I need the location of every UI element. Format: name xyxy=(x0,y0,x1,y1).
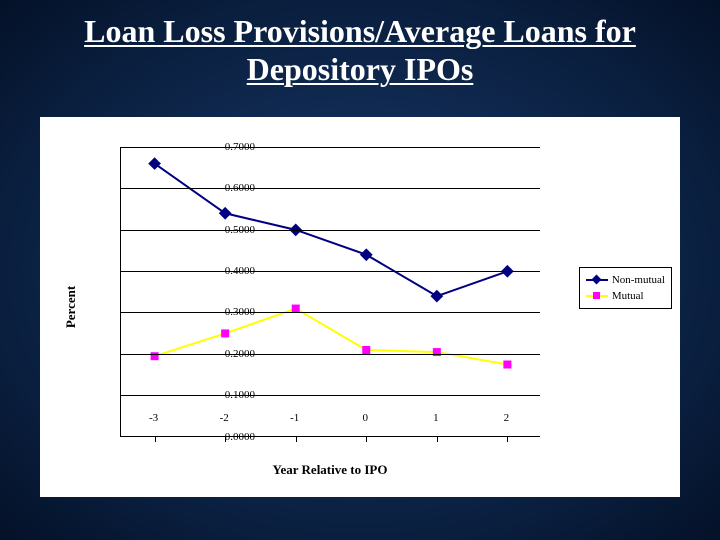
legend-item-nonmutual: Non-mutual xyxy=(586,272,665,288)
series-marker xyxy=(362,346,370,354)
series-marker xyxy=(148,157,161,170)
gridline xyxy=(121,312,540,313)
y-tick-label: 0.6000 xyxy=(195,182,255,194)
series-marker xyxy=(221,329,229,337)
series-marker xyxy=(360,248,373,261)
gridline xyxy=(121,395,540,396)
y-tick-label: 0.0000 xyxy=(195,431,255,443)
x-tick-label: 2 xyxy=(486,412,526,424)
y-tick-label: 0.2000 xyxy=(195,348,255,360)
x-tick-mark xyxy=(507,437,508,442)
gridline xyxy=(121,354,540,355)
chart-container: Percent Year Relative to IPO Non-mutual … xyxy=(40,117,680,497)
page-title: Loan Loss Provisions/Average Loans for D… xyxy=(0,0,720,97)
square-icon xyxy=(593,292,600,299)
x-tick-mark xyxy=(155,437,156,442)
y-axis-label: Percent xyxy=(63,286,79,328)
y-tick-label: 0.7000 xyxy=(195,141,255,153)
legend: Non-mutual Mutual xyxy=(579,267,672,309)
plot-svg xyxy=(121,147,541,437)
x-tick-label: 0 xyxy=(345,412,385,424)
y-tick-label: 0.4000 xyxy=(195,265,255,277)
y-tick-label: 0.1000 xyxy=(195,389,255,401)
x-tick-label: -2 xyxy=(204,412,244,424)
gridline xyxy=(121,188,540,189)
legend-item-mutual: Mutual xyxy=(586,288,665,304)
y-tick-label: 0.5000 xyxy=(195,224,255,236)
x-tick-mark xyxy=(296,437,297,442)
y-tick-label: 0.3000 xyxy=(195,306,255,318)
legend-label: Mutual xyxy=(612,290,644,302)
x-tick-label: -1 xyxy=(275,412,315,424)
series-marker xyxy=(292,304,300,312)
series-marker xyxy=(219,207,232,220)
plot-area xyxy=(120,147,540,437)
x-tick-mark xyxy=(366,437,367,442)
x-tick-mark xyxy=(437,437,438,442)
gridline xyxy=(121,230,540,231)
x-tick-label: -3 xyxy=(134,412,174,424)
x-axis-label: Year Relative to IPO xyxy=(120,462,540,478)
gridline xyxy=(121,147,540,148)
diamond-icon xyxy=(591,275,601,285)
legend-label: Non-mutual xyxy=(612,274,665,286)
series-marker xyxy=(503,360,511,368)
x-tick-label: 1 xyxy=(416,412,456,424)
series-marker xyxy=(430,290,443,303)
gridline xyxy=(121,271,540,272)
